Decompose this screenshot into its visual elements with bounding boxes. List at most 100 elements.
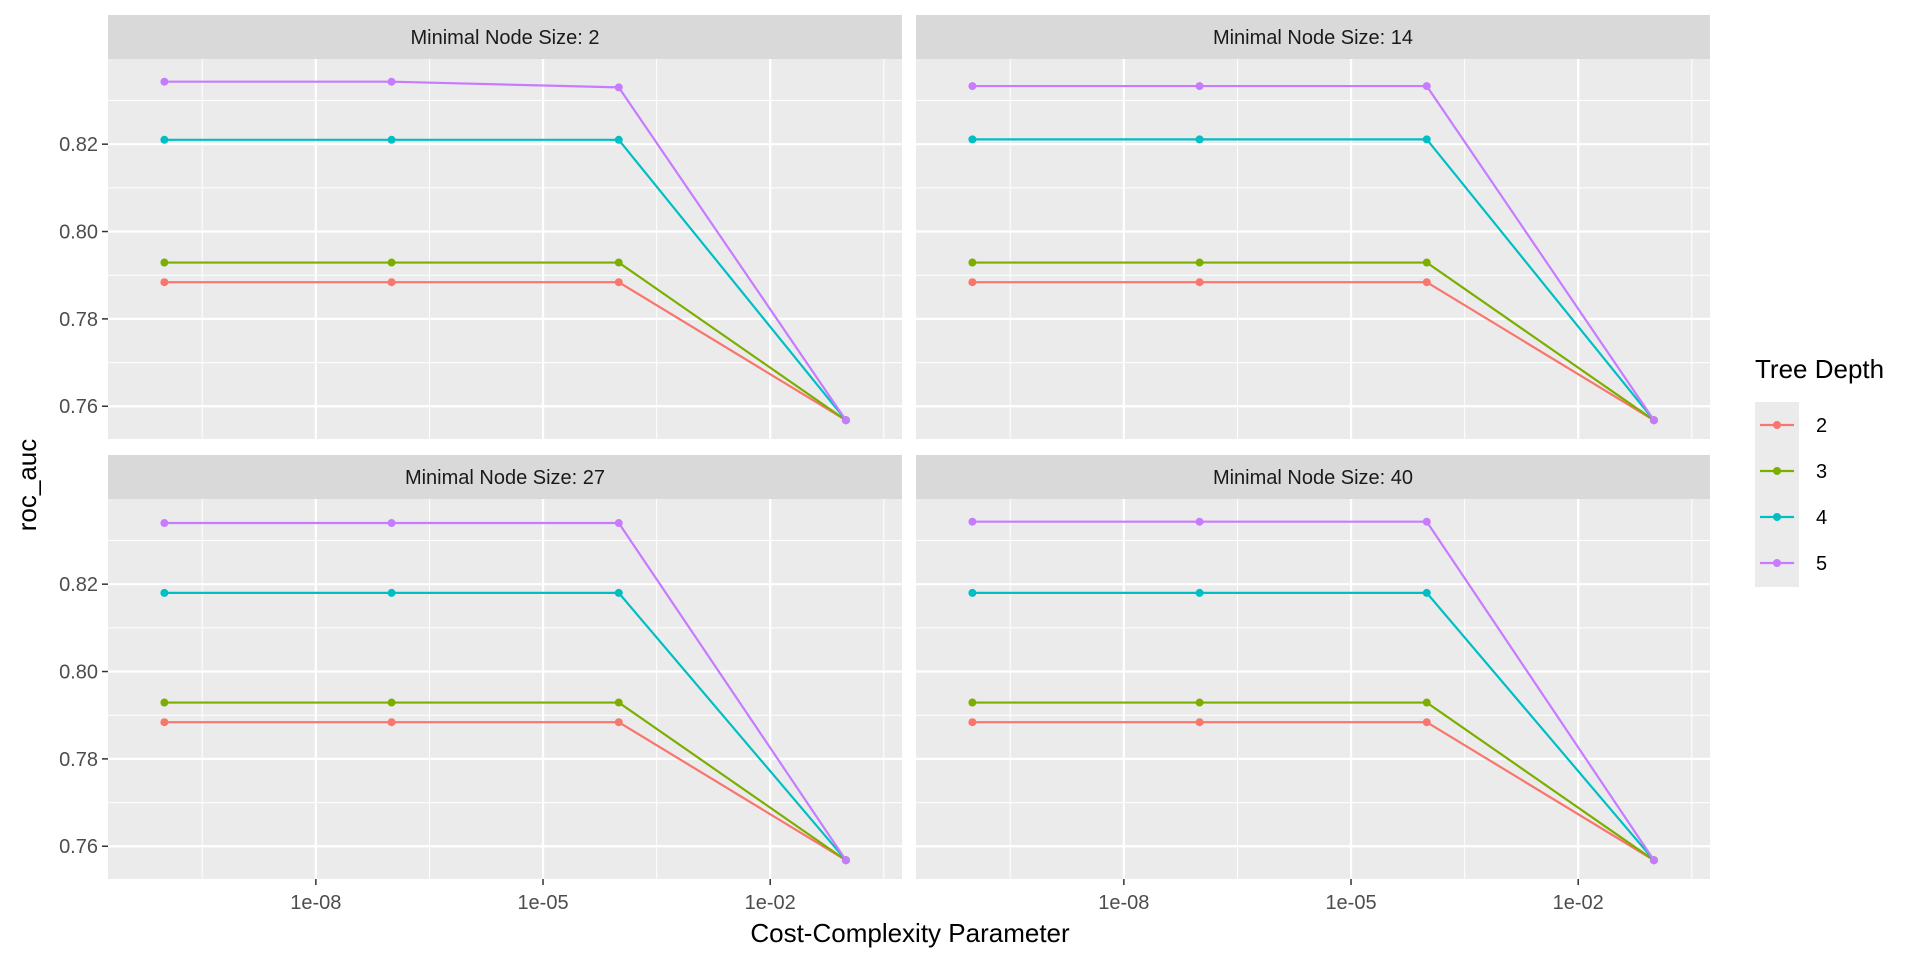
data-point-depth-4 xyxy=(387,135,396,144)
data-point-depth-5 xyxy=(160,77,169,86)
data-point-depth-3 xyxy=(160,258,169,267)
legend-entry-label: 3 xyxy=(1816,461,1827,483)
data-point-depth-3 xyxy=(160,698,169,707)
y-axis-title: roc_auc xyxy=(12,439,42,532)
data-point-depth-3 xyxy=(968,258,977,267)
y-tick-label: 0.80 xyxy=(59,662,98,684)
y-tick-label: 0.82 xyxy=(59,134,98,156)
data-point-depth-4 xyxy=(614,588,623,597)
data-point-depth-4 xyxy=(1422,588,1431,597)
facet-panel: Minimal Node Size: 14 xyxy=(916,15,1710,439)
data-point-depth-3 xyxy=(1422,698,1431,707)
series-line-depth-5 xyxy=(972,520,1655,861)
data-point-depth-5 xyxy=(614,83,623,92)
data-point-depth-5 xyxy=(614,519,623,528)
data-point-depth-5 xyxy=(1649,416,1658,425)
series-line-depth-3 xyxy=(164,261,847,422)
legend-entry-label: 4 xyxy=(1816,507,1827,529)
data-point-depth-2 xyxy=(160,718,169,727)
data-point-depth-4 xyxy=(387,588,396,597)
data-point-depth-2 xyxy=(1195,278,1204,287)
series-line-depth-2 xyxy=(164,721,847,862)
legend-entries: 2 3 4 5 xyxy=(1760,415,1827,575)
data-point-depth-3 xyxy=(614,698,623,707)
facet-strip xyxy=(916,15,1710,59)
y-tick-label: 0.78 xyxy=(59,749,98,771)
data-point-depth-3 xyxy=(387,258,396,267)
legend-key-point xyxy=(1773,513,1781,521)
axes-layer: 0.76 0.78 0.80 0.82 0.76 0.78 0.80 0.82 1e-08 1e-… xyxy=(59,134,1604,914)
data-point-depth-4 xyxy=(1195,135,1204,144)
data-point-depth-2 xyxy=(968,718,977,727)
data-point-depth-4 xyxy=(1195,588,1204,597)
data-point-depth-2 xyxy=(968,278,977,287)
facet-strip-title: Minimal Node Size: 2 xyxy=(411,27,600,49)
series-line-depth-2 xyxy=(972,721,1655,862)
data-point-depth-4 xyxy=(160,588,169,597)
y-tick-label: 0.76 xyxy=(59,396,98,418)
data-point-depth-4 xyxy=(1422,135,1431,144)
data-point-depth-5 xyxy=(1422,82,1431,91)
data-point-depth-3 xyxy=(1422,258,1431,267)
data-point-depth-5 xyxy=(1195,82,1204,91)
legend-key-point xyxy=(1773,559,1781,567)
y-tick-label: 0.82 xyxy=(59,574,98,596)
facet-strip xyxy=(108,455,902,499)
data-point-depth-2 xyxy=(387,278,396,287)
legend-key-background xyxy=(1755,402,1799,587)
series-line-depth-3 xyxy=(972,261,1655,422)
data-point-depth-2 xyxy=(387,718,396,727)
legend-key-point xyxy=(1773,421,1781,429)
series-line-depth-5 xyxy=(164,521,847,861)
facet-strip xyxy=(108,15,902,59)
data-point-depth-5 xyxy=(1195,517,1204,526)
y-tick-label: 0.76 xyxy=(59,836,98,858)
data-point-depth-4 xyxy=(968,588,977,597)
data-point-depth-5 xyxy=(968,82,977,91)
y-tick-label: 0.80 xyxy=(59,222,98,244)
series-line-depth-5 xyxy=(164,80,847,421)
series-line-depth-2 xyxy=(972,281,1655,422)
y-tick-label: 0.78 xyxy=(59,309,98,331)
legend-title: Tree Depth xyxy=(1755,354,1884,384)
x-tick-label: 1e-08 xyxy=(290,892,341,914)
data-point-depth-5 xyxy=(387,77,396,86)
data-point-depth-3 xyxy=(387,698,396,707)
data-point-depth-4 xyxy=(614,135,623,144)
facet-strip-title: Minimal Node Size: 27 xyxy=(405,467,605,489)
x-axis-title: Cost-Complexity Parameter xyxy=(750,918,1070,948)
data-point-depth-3 xyxy=(968,698,977,707)
data-point-depth-5 xyxy=(841,856,850,865)
data-point-depth-5 xyxy=(841,416,850,425)
data-point-depth-2 xyxy=(614,718,623,727)
facet-panel: Minimal Node Size: 27 xyxy=(108,455,902,879)
data-point-depth-3 xyxy=(1195,258,1204,267)
data-point-depth-2 xyxy=(160,278,169,287)
series-line-depth-4 xyxy=(972,591,1655,861)
panels-layer: Minimal Node Size: 2 Minimal Node Size: 1… xyxy=(108,15,1710,879)
legend: Tree Depth 2 3 4 5 xyxy=(1755,354,1884,587)
facet-panel: Minimal Node Size: 40 xyxy=(916,455,1710,879)
series-line-depth-3 xyxy=(972,701,1655,862)
series-line-depth-2 xyxy=(164,281,847,422)
legend-entry-label: 2 xyxy=(1816,415,1827,437)
data-point-depth-5 xyxy=(1422,517,1431,526)
facet-panel: Minimal Node Size: 2 xyxy=(108,15,902,439)
data-point-depth-5 xyxy=(387,519,396,528)
data-point-depth-5 xyxy=(968,517,977,526)
data-point-depth-5 xyxy=(160,519,169,528)
facet-strip xyxy=(916,455,1710,499)
series-line-depth-4 xyxy=(164,138,847,421)
data-point-depth-5 xyxy=(1649,856,1658,865)
series-line-depth-3 xyxy=(164,701,847,862)
facet-strip-title: Minimal Node Size: 14 xyxy=(1213,27,1413,49)
series-line-depth-5 xyxy=(972,84,1655,421)
legend-entry-label: 5 xyxy=(1816,553,1827,575)
data-point-depth-2 xyxy=(614,278,623,287)
x-tick-label: 1e-05 xyxy=(1325,892,1376,914)
x-tick-label: 1e-02 xyxy=(745,892,796,914)
series-line-depth-4 xyxy=(164,591,847,861)
data-point-depth-3 xyxy=(1195,698,1204,707)
data-point-depth-4 xyxy=(160,135,169,144)
